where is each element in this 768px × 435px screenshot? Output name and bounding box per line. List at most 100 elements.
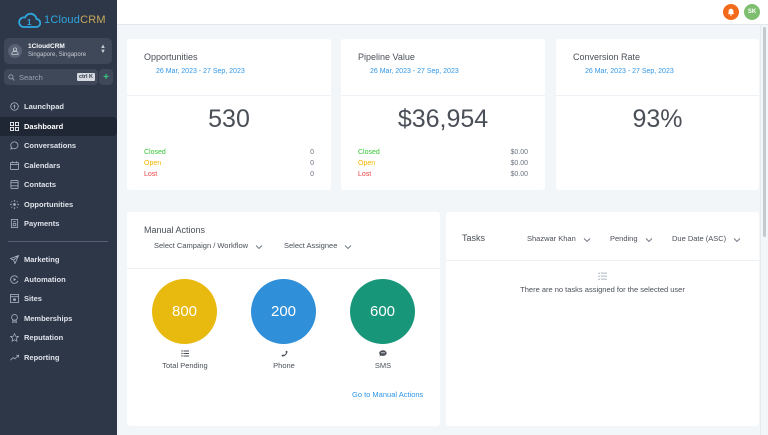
sidebar-item-memberships[interactable]: Memberships — [0, 309, 117, 329]
search-input[interactable]: Search ctrl K — [4, 69, 98, 85]
payments-icon — [9, 219, 19, 229]
contacts-icon — [9, 180, 19, 190]
sidebar-item-launchpad[interactable]: Launchpad — [0, 97, 117, 117]
pipeline-value: $36,954 — [397, 105, 489, 133]
search-icon — [8, 68, 15, 86]
card-title: Manual Actions — [144, 225, 206, 235]
top-bar: SK — [117, 0, 768, 25]
notifications-button[interactable] — [723, 4, 739, 20]
user-avatar[interactable]: SK — [744, 4, 760, 20]
breakdown-list: Closed $0.00 Open $0.00 Lost $0.00 — [358, 147, 528, 180]
card-divider — [446, 260, 759, 261]
svg-text:1: 1 — [27, 18, 32, 27]
scrollbar-thumb[interactable] — [763, 27, 766, 237]
search-placeholder: Search — [19, 72, 43, 82]
task-list-icon — [446, 272, 759, 280]
sms-label: SMS — [374, 361, 392, 370]
sidebar-item-dashboard[interactable]: Dashboard — [0, 116, 117, 136]
breakdown-list: Closed 0 Open 0 Lost 0 — [144, 147, 314, 180]
grid-icon — [9, 121, 19, 131]
card-title: Pipeline Value — [358, 52, 415, 62]
chevron-down-icon — [255, 243, 263, 249]
card-divider — [341, 95, 545, 96]
automation-icon — [9, 274, 19, 284]
card-title: Tasks — [462, 233, 486, 243]
breakdown-row-open: Open 0 — [144, 160, 314, 167]
award-icon — [9, 313, 19, 323]
sidebar-item-automation[interactable]: Automation — [0, 270, 117, 290]
total-pending-circle[interactable]: 800 — [152, 279, 217, 344]
card-title: Opportunities — [144, 52, 198, 62]
empty-tasks-message: There are no tasks assigned for the sele… — [520, 285, 685, 294]
campaign-workflow-dropdown[interactable]: Select Campaign / Workflow — [154, 241, 263, 250]
tasks-card: Tasks Shazwar Khan Pending Due Date (ASC… — [446, 212, 759, 426]
go-to-manual-actions-link[interactable]: Go to Manual Actions — [352, 390, 424, 399]
assignee-dropdown[interactable]: Select Assignee — [284, 241, 352, 250]
conversion-rate-card: Conversion Rate 26 Mar, 2023 - 27 Sep, 2… — [556, 39, 759, 190]
sidebar-divider — [8, 241, 108, 242]
opportunities-value: 530 — [208, 105, 250, 133]
date-range[interactable]: 26 Mar, 2023 - 27 Sep, 2023 — [585, 68, 674, 75]
phone-circle[interactable]: 200 — [251, 279, 316, 344]
sidebar-item-conversations[interactable]: Conversations — [0, 136, 117, 156]
total-pending-label: Total Pending — [162, 361, 208, 370]
chevron-down-icon — [733, 236, 741, 242]
phone-icon — [244, 350, 324, 357]
account-switcher[interactable]: 1CloudCRM Singapore, Singapore ▲ ▼ — [4, 38, 112, 64]
sidebar-item-marketing[interactable]: Marketing — [0, 250, 117, 270]
chevron-down-icon — [583, 236, 591, 242]
manual-actions-card: Manual Actions Select Campaign / Workflo… — [127, 212, 440, 426]
list-icon — [145, 350, 225, 357]
brand-logo[interactable]: 1 1CloudCRM — [17, 10, 106, 30]
sidebar: 1 1CloudCRM 1CloudCRM Singapore, Singapo… — [0, 0, 117, 435]
sidebar-item-calendars[interactable]: Calendars — [0, 156, 117, 176]
pipeline-value-card: Pipeline Value 26 Mar, 2023 - 27 Sep, 20… — [341, 39, 545, 190]
card-title: Conversion Rate — [573, 52, 641, 62]
conversion-rate-value: 93% — [632, 105, 683, 133]
send-icon — [9, 255, 19, 265]
breakdown-row-lost: Lost $0.00 — [358, 171, 528, 178]
sms-icon — [343, 350, 423, 357]
bell-icon — [727, 3, 735, 21]
account-name: 1CloudCRM — [28, 43, 65, 50]
date-range[interactable]: 26 Mar, 2023 - 27 Sep, 2023 — [370, 68, 459, 75]
sidebar-nav-primary: Launchpad Dashboard Conversations Calend… — [0, 97, 117, 234]
phone-label: Phone — [273, 361, 295, 370]
card-divider — [556, 95, 759, 96]
search-shortcut-badge: ctrl K — [76, 73, 95, 81]
chevron-down-icon — [344, 243, 352, 249]
brand-name: 1CloudCRM — [44, 14, 106, 26]
chevron-down-icon — [645, 236, 653, 242]
quick-add-button[interactable]: + — [99, 69, 113, 85]
star-icon — [9, 333, 19, 343]
sidebar-item-contacts[interactable]: Contacts — [0, 175, 117, 195]
breakdown-row-closed: Closed 0 — [144, 149, 314, 156]
card-divider — [127, 268, 440, 269]
date-range[interactable]: 26 Mar, 2023 - 27 Sep, 2023 — [156, 68, 245, 75]
cloud-logo-icon: 1 — [17, 12, 41, 29]
trend-icon — [9, 352, 19, 362]
sms-circle[interactable]: 600 — [350, 279, 415, 344]
breakdown-row-closed: Closed $0.00 — [358, 149, 528, 156]
opportunities-icon — [9, 199, 19, 209]
sidebar-item-opportunities[interactable]: Opportunities — [0, 195, 117, 215]
sidebar-item-sites[interactable]: Sites — [0, 289, 117, 309]
task-user-dropdown[interactable]: Shazwar Khan — [527, 234, 591, 243]
location-avatar-icon — [8, 44, 22, 58]
chat-icon — [9, 141, 19, 151]
page-scrollbar[interactable] — [760, 25, 768, 435]
sites-icon — [9, 294, 19, 304]
sidebar-item-reporting[interactable]: Reporting — [0, 348, 117, 368]
sidebar-item-payments[interactable]: Payments — [0, 214, 117, 234]
sidebar-nav-secondary: Marketing Automation Sites Memberships R… — [0, 250, 117, 367]
task-status-dropdown[interactable]: Pending — [610, 234, 653, 243]
rocket-icon — [9, 102, 19, 112]
breakdown-row-lost: Lost 0 — [144, 171, 314, 178]
calendar-icon — [9, 160, 19, 170]
opportunities-card: Opportunities 26 Mar, 2023 - 27 Sep, 202… — [127, 39, 331, 190]
task-sort-dropdown[interactable]: Due Date (ASC) — [672, 234, 741, 243]
card-divider — [127, 95, 331, 96]
breakdown-row-open: Open $0.00 — [358, 160, 528, 167]
sidebar-item-reputation[interactable]: Reputation — [0, 328, 117, 348]
switch-chevrons-icon: ▲ ▼ — [100, 44, 106, 55]
